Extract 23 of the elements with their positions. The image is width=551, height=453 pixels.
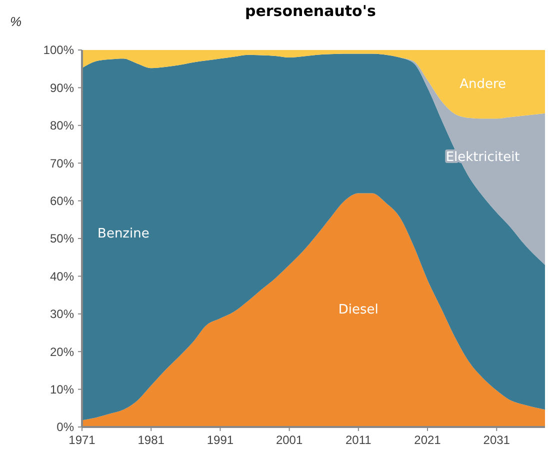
series-label: Benzine [98,226,150,242]
y-tick-label: 0% [56,420,74,434]
x-tick-label: 2031 [483,433,510,447]
x-tick-label: 2001 [276,433,303,447]
x-tick-label: 1991 [206,433,234,447]
y-tick-label: 100% [43,43,74,58]
y-tick-label: 20% [50,344,74,359]
y-tick-label: 40% [50,269,74,284]
x-tick-label: 2021 [414,433,442,447]
series-label: Andere [460,76,506,92]
y-tick-label: 80% [50,118,74,133]
y-tick-label: 50% [50,232,74,246]
x-tick-label: 1971 [68,433,96,447]
y-tick-label: 60% [50,194,74,208]
y-tick-label: 90% [50,80,74,95]
chart-title: personenauto's [245,2,376,20]
x-tick-label: 1981 [138,433,165,447]
x-tick-label: 2011 [346,433,372,447]
y-axis-title: % [10,14,22,29]
y-tick-label: 30% [50,307,74,322]
y-tick-label: 10% [50,382,74,396]
y-tick-label: 70% [50,156,74,170]
series-label: Diesel [338,302,378,318]
